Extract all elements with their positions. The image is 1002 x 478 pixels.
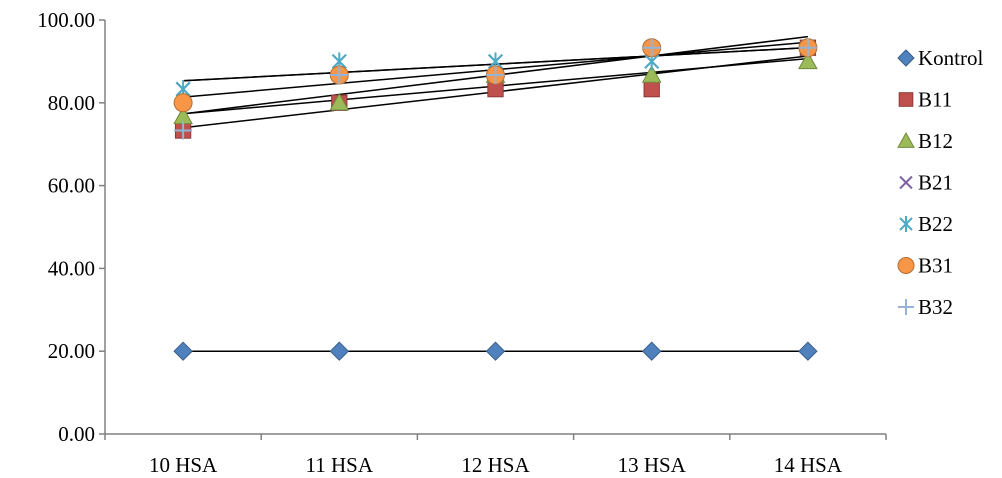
point-kontrol xyxy=(641,341,662,361)
x-tick-label: 12 HSA xyxy=(461,453,530,477)
legend-marker-b31 xyxy=(897,257,915,274)
legend-marker-b21 xyxy=(899,175,913,190)
x-ticks: 10 HSA 11 HSA 12 HSA 13 HSA 14 HSA xyxy=(104,434,887,477)
y-tick-label: 60.00 xyxy=(48,174,95,198)
x-tick-label: 11 HSA xyxy=(306,453,374,477)
point-b12 xyxy=(641,65,662,83)
legend-label: B31 xyxy=(918,254,953,278)
y-tick-label: 0.00 xyxy=(58,422,95,446)
legend-item-kontrol: Kontrol xyxy=(897,46,983,70)
legend-label: B22 xyxy=(918,212,953,236)
y-tick-label: 80.00 xyxy=(48,91,95,115)
legend-label: B32 xyxy=(918,295,953,319)
point-b11 xyxy=(643,80,660,98)
y-tick-label: 100.00 xyxy=(37,8,95,32)
y-ticks: 0.00 20.00 40.00 60.00 80.00 100.00 xyxy=(37,8,105,446)
legend-marker-b32 xyxy=(898,299,914,315)
x-tick-label: 14 HSA xyxy=(774,453,843,477)
legend-marker-b22 xyxy=(899,216,913,232)
markers xyxy=(173,38,818,361)
legend-marker-kontrol xyxy=(897,49,915,67)
point-kontrol xyxy=(173,341,193,361)
point-b32 xyxy=(330,66,349,85)
legend-marker-b11 xyxy=(898,92,914,107)
point-kontrol xyxy=(798,341,818,361)
legend: Kontrol B11 B12 B21 B22 B31 B32 xyxy=(897,46,983,319)
point-b12 xyxy=(329,92,350,111)
legend-item-b32: B32 xyxy=(898,295,953,319)
point-b32 xyxy=(642,38,661,57)
point-b32 xyxy=(486,66,505,85)
point-b32 xyxy=(174,121,193,140)
y-tick-label: 20.00 xyxy=(48,339,95,363)
point-b12 xyxy=(798,51,818,70)
x-tick-label: 10 HSA xyxy=(149,453,218,477)
point-b32 xyxy=(798,38,817,57)
y-tick-label: 40.00 xyxy=(48,256,95,280)
legend-item-b22: B22 xyxy=(899,212,953,236)
legend-label: B21 xyxy=(918,171,953,195)
point-kontrol xyxy=(485,341,506,361)
legend-item-b12: B12 xyxy=(897,129,953,153)
legend-item-b11: B11 xyxy=(898,88,952,112)
legend-item-b21: B21 xyxy=(899,171,953,195)
x-tick-label: 13 HSA xyxy=(618,453,687,477)
point-b31 xyxy=(173,93,193,113)
legend-label: B11 xyxy=(918,88,952,112)
legend-item-b31: B31 xyxy=(897,254,953,278)
point-kontrol xyxy=(329,341,350,361)
legend-label: B12 xyxy=(918,129,953,153)
axes xyxy=(104,20,886,435)
legend-label: Kontrol xyxy=(918,46,983,70)
legend-marker-b12 xyxy=(897,131,915,148)
